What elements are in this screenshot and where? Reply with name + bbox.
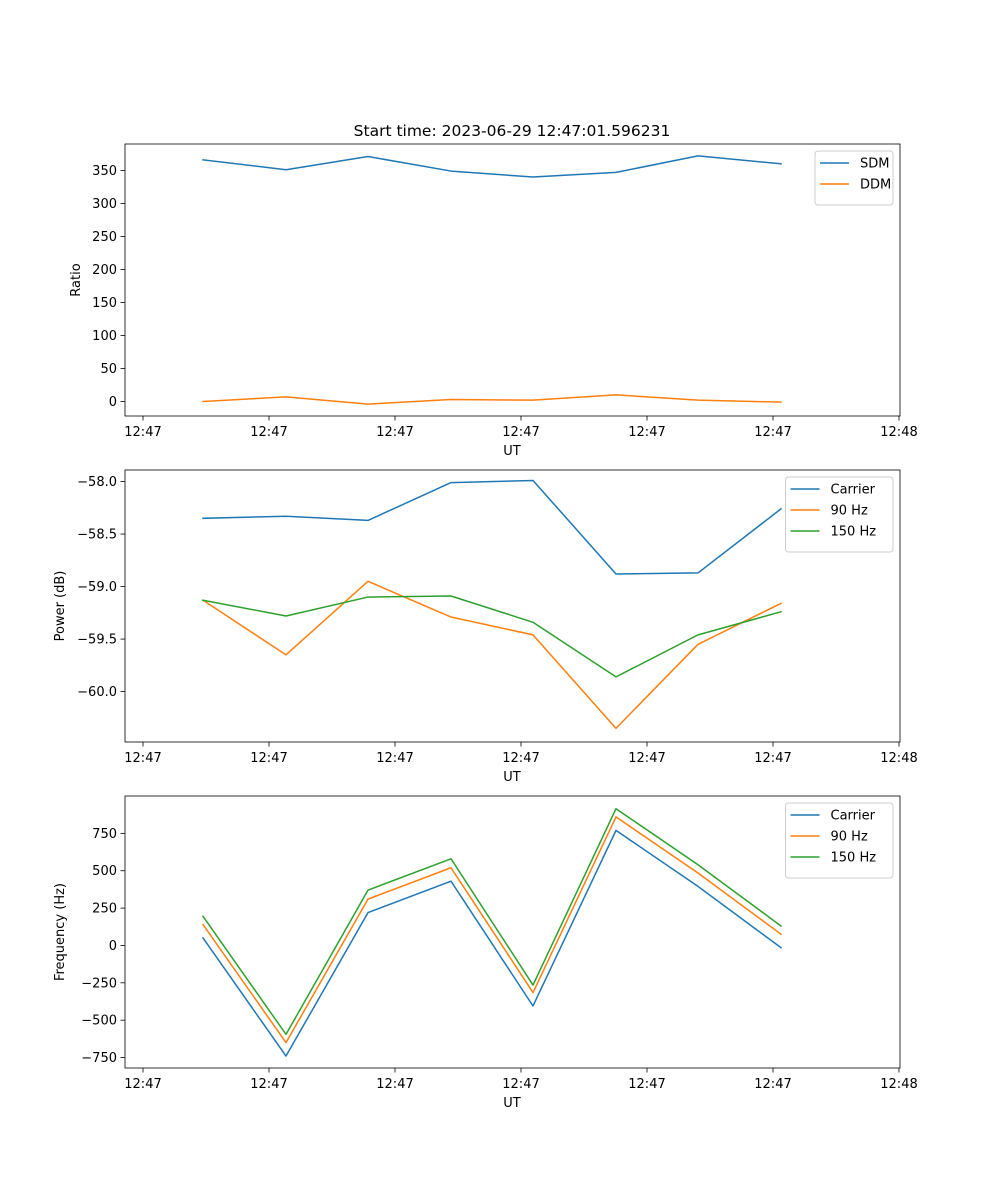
chart-3-legend-box xyxy=(785,802,894,879)
chart-2-y-tick-label: −60.0 xyxy=(77,685,117,700)
chart-1-y-tick-label: 300 xyxy=(92,197,117,212)
chart-1-y-tick-label: 100 xyxy=(92,329,117,344)
chart-3-legend-label: 90 Hz xyxy=(831,830,868,845)
chart-3-y-tick-label: 500 xyxy=(92,864,117,879)
chart-1-y-tick-label: 250 xyxy=(92,230,117,245)
chart-3-x-tick-label: 12:47 xyxy=(124,1077,161,1092)
chart-2-y-tick-label: −59.0 xyxy=(77,580,117,595)
chart-2-x-tick-label: 12:47 xyxy=(502,751,539,766)
chart-3-y-tick-label: −500 xyxy=(81,1014,117,1029)
chart-2-x-tick-label: 12:47 xyxy=(124,751,161,766)
chart-3-x-tick-label: 12:47 xyxy=(754,1077,791,1092)
chart-1-x-axis-label: UT xyxy=(503,444,521,459)
chart-1-x-tick-label: 12:47 xyxy=(754,425,791,440)
chart-2-legend-label: 90 Hz xyxy=(831,504,868,519)
chart-1-y-tick-label: 350 xyxy=(92,164,117,179)
chart-1-legend-label: SDM xyxy=(860,157,889,172)
chart-2-legend-box xyxy=(785,476,894,553)
chart-3-legend: Carrier 90 Hz 150 Hz xyxy=(785,802,894,879)
chart-1-y-tick-label: 50 xyxy=(100,362,117,377)
chart-1-y-axis-label: Ratio xyxy=(69,263,84,296)
chart-2-legend-label: 150 Hz xyxy=(831,525,877,540)
chart-1-legend-box xyxy=(814,150,894,206)
chart-2-series-line-1 xyxy=(202,479,783,575)
chart-3-y-tick-label: 0 xyxy=(109,939,117,954)
chart-1-legend-label: DDM xyxy=(860,178,891,193)
chart-3-x-tick-label: 12:47 xyxy=(628,1077,665,1092)
chart-2-axes-frame xyxy=(124,469,901,743)
chart-3-x-tick-label: 12:47 xyxy=(502,1077,539,1092)
chart-1-x-tick-label: 12:48 xyxy=(880,425,917,440)
chart-2-series-line-2 xyxy=(201,580,783,730)
chart-1-series-line-2 xyxy=(202,394,782,405)
chart-2-x-tick-label: 12:47 xyxy=(628,751,665,766)
chart-3-x-tick-label: 12:47 xyxy=(376,1077,413,1092)
chart-2-y-tick-label: −58.0 xyxy=(77,475,117,490)
chart-3-series-line-3 xyxy=(201,807,783,1036)
chart-3-legend-label: 150 Hz xyxy=(831,851,877,866)
chart-1-legend: SDM DDM xyxy=(814,150,894,206)
chart-1-axes-frame xyxy=(124,143,901,417)
chart-1: 12:47 12:47 12:47 12:47 12:47 12:47 12:48 0 50 10… xyxy=(69,143,918,459)
chart-3-series-line-1 xyxy=(201,829,783,1057)
chart-1-x-tick-label: 12:47 xyxy=(250,425,287,440)
chart-1-y-tick-label: 0 xyxy=(109,395,117,410)
chart-1-series-line-1 xyxy=(202,155,782,178)
chart-3-series-line-2 xyxy=(201,816,783,1044)
chart-2: 12:47 12:47 12:47 12:47 12:47 12:47 12:48 −60.0… xyxy=(53,469,918,785)
chart-2-y-tick-label: −59.5 xyxy=(77,633,117,648)
chart-2-legend-label: Carrier xyxy=(831,483,876,498)
chart-3-y-axis-label: Frequency (Hz) xyxy=(53,883,68,981)
chart-3-y-tick-label: −250 xyxy=(81,976,117,991)
chart-3-y-tick-label: −750 xyxy=(81,1051,117,1066)
chart-1-x-tick-label: 12:47 xyxy=(376,425,413,440)
chart-2-x-tick-label: 12:48 xyxy=(880,751,917,766)
chart-2-x-tick-label: 12:47 xyxy=(754,751,791,766)
chart-3-axes-frame xyxy=(124,795,901,1069)
chart-1-x-tick-label: 12:47 xyxy=(502,425,539,440)
chart-1-y-tick-label: 150 xyxy=(92,296,117,311)
chart-1-x-tick-label: 12:47 xyxy=(124,425,161,440)
chart-3-x-axis-label: UT xyxy=(503,1096,521,1111)
chart-2-legend: Carrier 90 Hz 150 Hz xyxy=(785,476,894,553)
chart-3-legend-label: Carrier xyxy=(831,809,876,824)
chart-3-x-tick-label: 12:48 xyxy=(880,1077,917,1092)
figure-title: Start time: 2023-06-29 12:47:01.596231 xyxy=(354,122,671,140)
chart-3-y-tick-label: 250 xyxy=(92,902,117,917)
chart-1-y-tick-label: 200 xyxy=(92,263,117,278)
chart-2-x-axis-label: UT xyxy=(503,770,521,785)
chart-3: 12:47 12:47 12:47 12:47 12:47 12:47 12:48 −750 −… xyxy=(53,795,918,1111)
chart-3-x-tick-label: 12:47 xyxy=(250,1077,287,1092)
chart-2-y-axis-label: Power (dB) xyxy=(53,571,68,642)
chart-2-x-tick-label: 12:47 xyxy=(376,751,413,766)
chart-2-x-tick-label: 12:47 xyxy=(250,751,287,766)
chart-3-y-tick-label: 750 xyxy=(92,827,117,842)
chart-2-y-tick-label: −58.5 xyxy=(77,528,117,543)
chart-2-series-line-3 xyxy=(202,595,782,678)
chart-1-x-tick-label: 12:47 xyxy=(628,425,665,440)
